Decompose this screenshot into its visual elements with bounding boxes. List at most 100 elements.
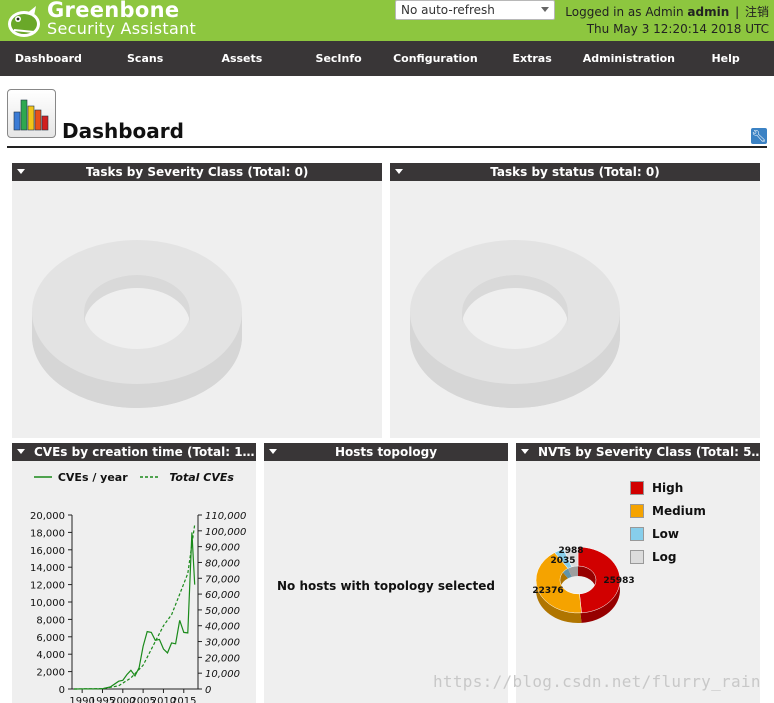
auto-refresh-value: No auto-refresh bbox=[401, 3, 495, 17]
right-y-tick-label: 40,000 bbox=[205, 622, 240, 633]
wrench-icon[interactable]: 🔧︎ bbox=[751, 128, 767, 144]
x-tick-label: 2015 bbox=[171, 696, 196, 703]
legend-swatch bbox=[630, 481, 644, 495]
panel-title: CVEs by creation time (Total: 1… bbox=[34, 445, 255, 459]
header-bar: Greenbone Security Assistant No auto-ref… bbox=[0, 0, 774, 41]
slice-label-high: 25983 bbox=[603, 576, 634, 586]
legend-label: Log bbox=[652, 550, 677, 564]
legend-label: Medium bbox=[652, 504, 706, 518]
main-menu: Dashboard Scans Assets SecInfo Configura… bbox=[0, 41, 774, 76]
watermark: https://blog.csdn.net/flurry_rain bbox=[433, 672, 761, 691]
cves-panel: CVEs by creation time (Total: 1… bbox=[12, 443, 256, 703]
menu-secinfo[interactable]: SecInfo bbox=[315, 52, 362, 65]
cves-per-year-line bbox=[73, 532, 196, 690]
legend-label: High bbox=[652, 481, 684, 495]
cve-line-chart: 20,000 18,000 16,000 14,000 12,000 10,000 8,00… bbox=[30, 511, 246, 703]
collapse-triangle-icon[interactable] bbox=[269, 449, 277, 454]
x-tick-label: 2000 bbox=[110, 696, 135, 703]
legend-item-log: Log bbox=[630, 550, 706, 573]
left-y-tick-label: 6,000 bbox=[36, 633, 65, 644]
brand-subtitle: Security Assistant bbox=[47, 19, 197, 38]
tasks-status-panel: Tasks by status (Total: 0) bbox=[390, 163, 760, 438]
menu-configuration[interactable]: Configuration bbox=[393, 52, 478, 65]
menu-help[interactable]: Help bbox=[711, 52, 740, 65]
collapse-triangle-icon[interactable] bbox=[17, 169, 25, 174]
slice-high[interactable] bbox=[577, 546, 621, 614]
legend-swatch bbox=[630, 527, 644, 541]
right-y-tick-label: 80,000 bbox=[205, 558, 240, 569]
empty-donut-chart bbox=[32, 240, 242, 408]
left-y-tick-label: 10,000 bbox=[30, 598, 65, 609]
collapse-triangle-icon[interactable] bbox=[521, 449, 529, 454]
current-datetime: Thu May 3 12:20:14 2018 UTC bbox=[586, 22, 769, 36]
legend-solid-line bbox=[34, 476, 52, 478]
logged-in-label: Logged in as bbox=[565, 5, 642, 19]
cve-chart-legend: CVEs / year Total CVEs bbox=[34, 471, 234, 484]
legend-cves-year: CVEs / year bbox=[57, 471, 128, 484]
panel-header[interactable]: Hosts topology bbox=[264, 443, 508, 461]
panel-title: Tasks by Severity Class (Total: 0) bbox=[85, 165, 309, 179]
dashboard-icon bbox=[7, 89, 56, 138]
right-y-tick-label: 20,000 bbox=[205, 653, 240, 664]
right-y-tick-label: 90,000 bbox=[205, 543, 240, 554]
right-y-tick-label: 110,000 bbox=[205, 511, 246, 522]
x-tick-label: 2010 bbox=[151, 696, 176, 703]
auto-refresh-select[interactable]: No auto-refresh bbox=[395, 0, 555, 20]
menu-administration[interactable]: Administration bbox=[582, 52, 676, 65]
legend-swatch bbox=[630, 550, 644, 564]
tasks-severity-panel: Tasks by Severity Class (Total: 0) bbox=[12, 163, 382, 438]
legend-item-high: High bbox=[630, 481, 706, 504]
user-role: Admin bbox=[645, 5, 684, 19]
chevron-down-icon bbox=[541, 7, 549, 12]
empty-donut-chart bbox=[410, 240, 620, 408]
panel-header[interactable]: Tasks by status (Total: 0) bbox=[390, 163, 760, 181]
brand-title: Greenbone bbox=[47, 0, 180, 22]
left-y-tick-label: 4,000 bbox=[36, 650, 65, 661]
left-y-tick-label: 2,000 bbox=[36, 668, 65, 679]
panel-title: Hosts topology bbox=[334, 445, 438, 459]
panel-title: Tasks by status (Total: 0) bbox=[490, 165, 660, 179]
hosts-topology-panel: Hosts topology No hosts with topology se… bbox=[264, 443, 508, 703]
collapse-triangle-icon[interactable] bbox=[395, 169, 403, 174]
left-y-tick-label: 14,000 bbox=[30, 563, 65, 574]
slice-label-low: 2035 bbox=[550, 556, 575, 566]
slice-label-medium: 22376 bbox=[532, 586, 563, 596]
left-y-tick-label: 16,000 bbox=[30, 546, 65, 557]
right-y-tick-label: 10,000 bbox=[205, 669, 240, 680]
menu-extras[interactable]: Extras bbox=[512, 52, 552, 65]
legend-label: Low bbox=[652, 527, 679, 541]
logout-link[interactable]: 注销 bbox=[744, 5, 769, 19]
x-tick-label: 1990 bbox=[69, 696, 94, 703]
right-y-tick-label: 100,000 bbox=[205, 527, 246, 538]
right-y-tick-label: 0 bbox=[205, 685, 211, 696]
panel-header[interactable]: NVTs by Severity Class (Total: 5… bbox=[516, 443, 760, 461]
menu-assets[interactable]: Assets bbox=[221, 52, 263, 65]
left-y-tick-label: 8,000 bbox=[36, 615, 65, 626]
right-y-tick-label: 70,000 bbox=[205, 574, 240, 585]
x-tick-label: 1995 bbox=[90, 696, 115, 703]
nvt-legend: High Medium Low Log bbox=[630, 481, 706, 573]
title-divider bbox=[7, 146, 767, 148]
panel-title: NVTs by Severity Class (Total: 5… bbox=[538, 445, 760, 459]
slice-log[interactable] bbox=[563, 546, 579, 568]
slice-medium[interactable] bbox=[535, 552, 582, 614]
legend-dashed-line bbox=[139, 476, 160, 478]
right-y-tick-label: 30,000 bbox=[205, 638, 240, 649]
greenbone-logo-icon bbox=[8, 6, 40, 37]
slice-label-log: 2988 bbox=[558, 546, 583, 556]
left-y-tick-label: 0 bbox=[59, 685, 65, 696]
total-cves-line bbox=[73, 524, 196, 690]
left-y-tick-label: 20,000 bbox=[30, 511, 65, 522]
empty-state-message: No hosts with topology selected bbox=[277, 579, 495, 593]
left-y-tick-label: 18,000 bbox=[30, 528, 65, 539]
panel-header[interactable]: Tasks by Severity Class (Total: 0) bbox=[12, 163, 382, 181]
menu-scans[interactable]: Scans bbox=[127, 52, 164, 65]
collapse-triangle-icon[interactable] bbox=[17, 449, 25, 454]
login-info: Logged in as Admin admin | 注销 bbox=[565, 3, 769, 20]
panel-header[interactable]: CVEs by creation time (Total: 1… bbox=[12, 443, 256, 461]
x-tick-label: 2005 bbox=[130, 696, 155, 703]
username-link[interactable]: admin bbox=[687, 5, 730, 19]
menu-dashboard[interactable]: Dashboard bbox=[14, 52, 82, 65]
right-y-tick-label: 50,000 bbox=[205, 606, 240, 617]
